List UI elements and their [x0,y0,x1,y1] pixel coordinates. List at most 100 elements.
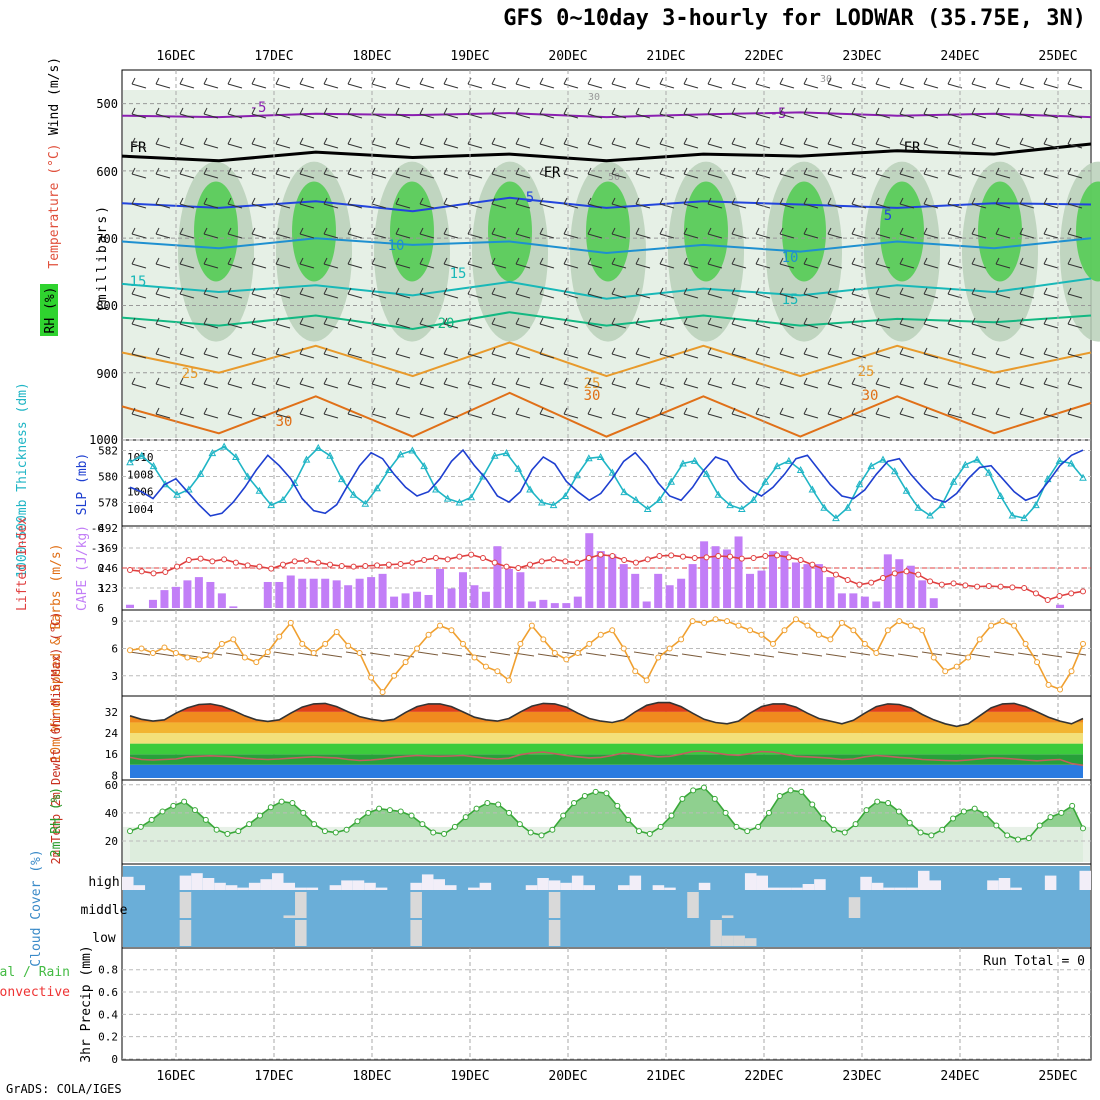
wind-barb-shaft [635,413,651,419]
wind-barb-shaft [635,353,651,359]
cloud-clear-high [364,882,376,890]
wind-barb-shaft [227,233,243,239]
wind-barb [611,227,627,239]
wind-barb-shaft [707,323,723,329]
wind-barb-shaft [683,173,699,179]
wind-barb-shaft [731,143,747,149]
wind-barb [443,167,459,179]
wind-barb-shaft [491,233,507,239]
wind-barb-flag [803,137,808,145]
wind-barb-10m [657,652,679,657]
wind-barb [419,377,435,389]
wind-barb-shaft [827,233,843,239]
wind-barb-shaft [203,113,219,119]
wind-barb [923,227,939,239]
wind-barb [683,257,699,269]
wind-barb-shaft [731,113,747,119]
wind-barb-shaft [323,113,339,119]
wind-barb-shaft [587,413,603,419]
rh2m-point [603,790,610,797]
wind-barb-flag [659,407,664,415]
wind-barb [323,257,339,269]
wind-barb-shaft [683,293,699,299]
wind-barb-flag [875,347,880,355]
wind-barb-flag [707,377,712,385]
wind-barb-shaft [323,293,339,299]
cloud-clear-high [768,887,780,890]
wind-barb-flag [683,257,688,265]
isotherm-label: 30 [862,388,879,404]
rh2m-point [484,800,491,807]
thickness-point [149,462,158,470]
wind-barb-flag [251,287,256,295]
cape-bar [206,581,215,608]
cape-bar [493,546,502,608]
wind-barb-shaft [851,83,867,89]
wind-barb-shaft [587,263,603,269]
wind-barb-flag [323,167,328,175]
wind-barb-shaft [563,203,579,209]
thickness-point [455,498,464,506]
wind-barb [683,167,699,179]
wind-barb-flag [395,77,400,85]
wind-barb-flag [851,377,856,385]
wind-barb-shaft [491,383,507,389]
rh2m-point [960,808,967,815]
lifted-index-point [915,571,922,578]
wind-barb-flag [779,377,784,385]
wind-barb-10m [777,651,799,656]
wind-barb-flag [203,287,208,295]
wind-barb-10m [849,651,871,656]
wind-barb-flag [971,377,976,385]
wind-barb-flag [539,107,544,115]
li-tick: -6 [91,522,104,535]
wind-barb-flag [899,77,904,85]
wind-barb [491,407,507,419]
cloud-clear-high [814,879,826,890]
wind-barb-shaft [563,353,579,359]
lifted-index-point [668,552,675,559]
wind-barb-shaft [251,413,267,419]
date-tick-bottom: 22DEC [744,1069,783,1084]
wind-barb-flag [827,167,832,175]
wind-barb-flag [203,197,208,205]
wind-barb-shaft [1019,263,1035,269]
wind-barb [563,77,579,89]
wind-barb-flag [491,257,496,265]
wind-barb [227,347,243,359]
wind-barb [995,347,1011,359]
wind-barb [635,287,651,299]
wind-barb-flag [707,107,712,115]
wind-barb-flag [875,107,880,115]
cloud-clear-high [214,882,226,890]
wind-barb-shaft [275,413,291,419]
wind-barb [587,167,603,179]
wind-barb-shaft [875,83,891,89]
thickness-point [949,477,958,485]
wind-barb-shaft [275,383,291,389]
lifted-index-point [597,551,604,558]
wind-barb [803,287,819,299]
rh2m-point [148,816,155,823]
wind-barb-shaft [1043,203,1059,209]
wind-barb [707,347,723,359]
rh-contour-label: 30 [820,74,832,85]
cloud-clear-high [445,885,457,890]
wind-barb-flag [179,107,184,115]
lifted-index-point [291,558,298,565]
wind-barb [707,407,723,419]
wind-barb-shaft [995,263,1011,269]
wind-barb-flag [443,347,448,355]
wind-barb-shaft [731,293,747,299]
wind-barb-shaft [779,323,795,329]
wind-barb-flag [419,257,424,265]
wind10m-point [976,636,983,643]
wind-barb-shaft [899,293,915,299]
wind-barb [779,347,795,359]
cape-bar [344,585,353,608]
wind-barb-flag [131,197,136,205]
rh2m-point [820,815,827,822]
wind-barb [251,77,267,89]
wind-barb-flag [395,317,400,325]
wind-barb [1019,407,1035,419]
